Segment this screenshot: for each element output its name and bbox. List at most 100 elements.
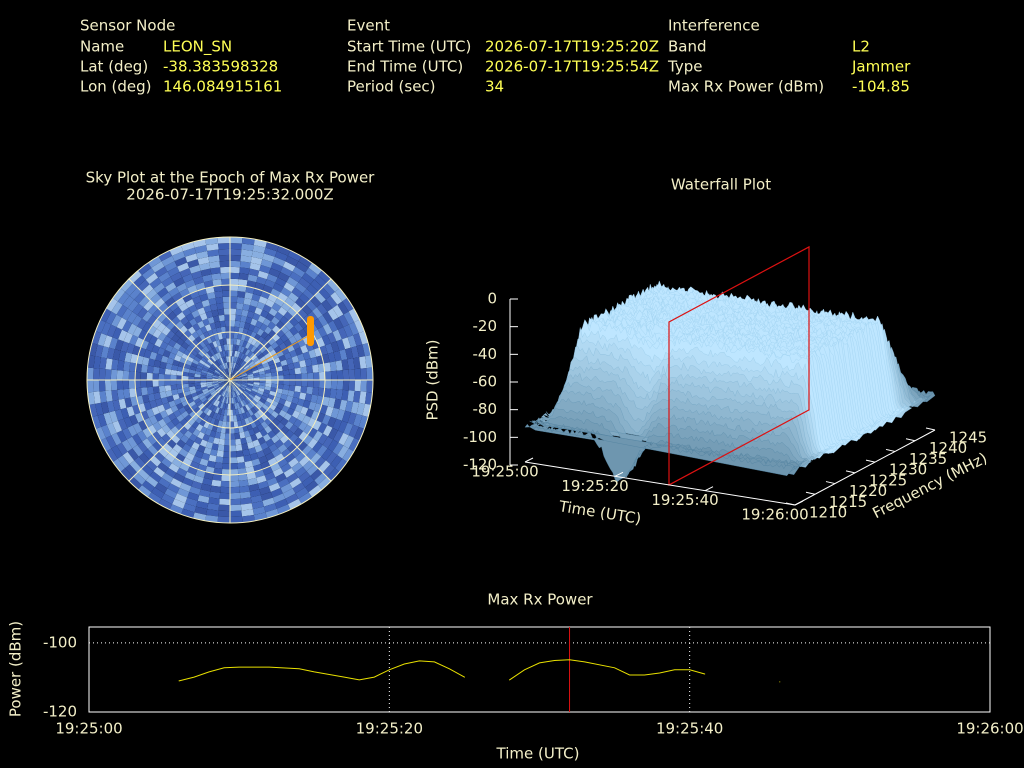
sky-cell — [174, 398, 182, 406]
sky-cell — [166, 395, 174, 403]
sky-cell — [275, 472, 287, 483]
sky-cell — [260, 259, 273, 268]
sky-cell — [184, 279, 196, 289]
sky-cell — [246, 358, 253, 365]
sky-cell — [151, 344, 160, 354]
sky-cell — [265, 372, 272, 377]
sky-cell — [116, 317, 127, 330]
sky-cell — [242, 347, 248, 355]
sky-cell — [222, 463, 230, 470]
sky-cell — [101, 424, 112, 438]
sky-cell — [358, 331, 369, 345]
sky-cell — [230, 314, 236, 321]
sky-cell — [149, 277, 162, 289]
sky-cell — [244, 349, 251, 356]
sky-cell — [280, 334, 289, 343]
sky-cell — [307, 311, 318, 322]
sky-cell — [122, 320, 132, 333]
sky-cell — [204, 362, 211, 369]
sky-cell — [152, 373, 159, 380]
sky-cell — [318, 287, 331, 300]
sky-cell — [253, 380, 260, 383]
sky-cell — [176, 350, 184, 358]
sky-cell — [182, 375, 189, 380]
sky-cell — [330, 341, 340, 353]
sky-cell — [203, 390, 210, 395]
sky-cell — [235, 308, 243, 316]
sky-cell — [264, 471, 276, 481]
sky-cell — [235, 380, 242, 383]
sky-cell — [308, 401, 317, 411]
sky-cell — [223, 391, 227, 398]
sky-cell — [111, 301, 123, 315]
sky-cell — [226, 415, 230, 422]
sky-cell — [343, 324, 354, 338]
sky-cell — [222, 403, 226, 410]
sky-cell — [243, 398, 250, 405]
sky-cell — [230, 326, 235, 333]
sky-cell — [342, 298, 354, 312]
sky-cell — [223, 302, 230, 309]
sky-cell — [225, 368, 228, 375]
sky-cell — [307, 417, 317, 428]
sky-cell — [259, 323, 268, 332]
sky-cell — [237, 358, 242, 365]
sky-cell — [154, 297, 165, 309]
sky-cell — [87, 355, 95, 369]
sky-cell — [132, 303, 144, 316]
sky-cell — [146, 365, 154, 374]
sky-cell — [241, 375, 248, 378]
sky-cell — [321, 334, 331, 346]
sky-cell — [242, 363, 249, 369]
sky-cell — [350, 401, 360, 414]
sky-cell — [151, 406, 160, 416]
sky-cell — [217, 308, 225, 316]
sky-cell — [332, 329, 342, 342]
sky-cell — [265, 312, 275, 322]
sky-cell — [302, 460, 315, 472]
sky-cell — [267, 293, 278, 303]
sky-cell — [182, 293, 193, 303]
sky-cell — [216, 302, 224, 310]
sky-cell — [216, 367, 222, 373]
sky-cell — [176, 384, 184, 390]
sky-cell — [359, 391, 367, 404]
sky-cell — [221, 363, 225, 370]
sky-cell — [265, 438, 275, 448]
sky-cell — [272, 325, 281, 334]
sky-cell — [252, 326, 260, 334]
sky-cell — [255, 392, 263, 398]
sky-cell — [164, 368, 172, 375]
sky-cell — [212, 340, 218, 348]
y-tick-label: 1225 — [869, 471, 907, 489]
sky-cell — [248, 483, 260, 492]
x-tick-label: 19:25:20 — [356, 720, 423, 738]
sky-cell — [191, 441, 200, 451]
sky-cell — [196, 343, 204, 351]
sky-cell — [271, 371, 278, 377]
sky-cell — [325, 371, 332, 380]
sky-cell — [268, 422, 277, 431]
x-tick-label: 19:26:00 — [741, 506, 808, 524]
sky-cell — [310, 452, 322, 465]
sky-cell — [202, 434, 210, 442]
sky-cell — [203, 472, 214, 480]
sky-cell — [188, 383, 195, 388]
sky-cell — [339, 399, 348, 411]
sky-cell — [262, 497, 275, 507]
sky-cell — [240, 400, 245, 407]
sky-cell — [200, 397, 208, 403]
sky-cell — [283, 282, 295, 293]
sky-cell — [147, 393, 156, 402]
sky-cell — [318, 387, 325, 397]
sky-cell — [209, 349, 216, 356]
sky-cell — [274, 311, 284, 321]
sky-cell — [286, 395, 294, 403]
sky-cell — [103, 335, 113, 348]
sky-cell — [87, 391, 95, 405]
sky-cell — [194, 450, 204, 459]
sky-cell — [135, 363, 142, 373]
sky-cell — [302, 351, 311, 360]
sky-cell — [143, 349, 152, 359]
sky-cell — [288, 385, 296, 392]
